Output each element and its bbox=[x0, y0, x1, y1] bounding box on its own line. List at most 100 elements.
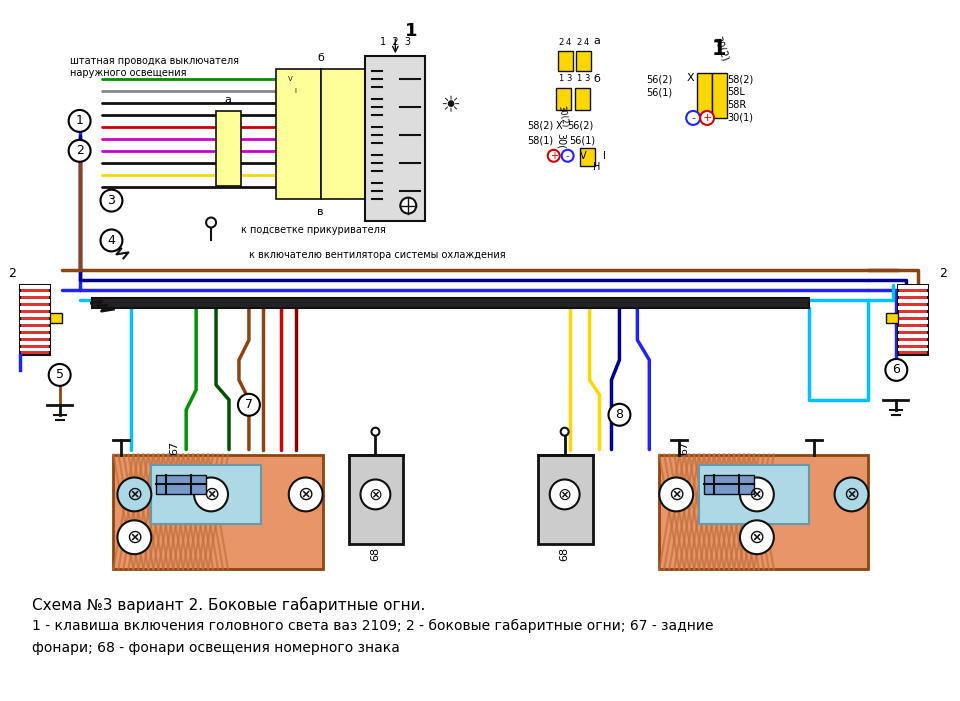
Text: 58(2): 58(2) bbox=[527, 121, 554, 131]
Text: X: X bbox=[686, 73, 694, 83]
Circle shape bbox=[206, 217, 216, 228]
Bar bbox=[699, 465, 808, 524]
Bar bbox=[899, 285, 928, 355]
Bar bbox=[276, 69, 321, 198]
Circle shape bbox=[561, 428, 568, 435]
Bar bbox=[20, 327, 50, 331]
Text: 3: 3 bbox=[566, 74, 571, 83]
Circle shape bbox=[740, 520, 774, 554]
Text: 58R: 58R bbox=[727, 100, 746, 110]
Circle shape bbox=[117, 520, 152, 554]
Text: 2: 2 bbox=[939, 267, 948, 280]
Bar bbox=[899, 285, 928, 289]
Text: ⊗: ⊗ bbox=[298, 485, 314, 504]
Text: 6: 6 bbox=[893, 363, 900, 376]
Circle shape bbox=[562, 150, 574, 162]
Bar bbox=[366, 56, 425, 221]
Bar bbox=[152, 465, 261, 524]
Bar bbox=[899, 299, 928, 303]
Bar bbox=[697, 73, 712, 118]
Bar bbox=[50, 313, 61, 323]
Bar bbox=[660, 454, 869, 569]
Circle shape bbox=[289, 477, 323, 511]
Text: -: - bbox=[565, 151, 569, 161]
Text: 4: 4 bbox=[566, 39, 571, 47]
Bar bbox=[899, 348, 928, 351]
Text: 1: 1 bbox=[711, 39, 727, 60]
Text: а: а bbox=[225, 95, 231, 105]
Text: штатная проводка выключателя
наружного освещения: штатная проводка выключателя наружного о… bbox=[70, 56, 239, 78]
Text: 2: 2 bbox=[576, 39, 581, 47]
Text: H: H bbox=[593, 162, 600, 172]
Circle shape bbox=[686, 111, 700, 125]
Text: 3: 3 bbox=[108, 194, 115, 207]
Circle shape bbox=[49, 364, 71, 386]
Text: 2: 2 bbox=[558, 39, 564, 47]
Text: ⊗: ⊗ bbox=[843, 485, 860, 504]
Text: б: б bbox=[317, 53, 324, 63]
Text: ⊗: ⊗ bbox=[126, 528, 143, 547]
Bar bbox=[113, 454, 323, 569]
Text: ⊗: ⊗ bbox=[203, 485, 219, 504]
Circle shape bbox=[740, 477, 774, 511]
Text: ⊗: ⊗ bbox=[126, 485, 143, 504]
Text: ⊗: ⊗ bbox=[369, 485, 382, 503]
Bar bbox=[899, 313, 928, 317]
Text: а: а bbox=[593, 36, 600, 46]
Text: 2: 2 bbox=[8, 267, 15, 280]
Circle shape bbox=[68, 139, 90, 162]
Text: 56(1): 56(1) bbox=[646, 87, 672, 97]
Text: 1: 1 bbox=[76, 114, 84, 128]
Text: 58(1): 58(1) bbox=[528, 136, 554, 146]
Text: 1: 1 bbox=[405, 22, 418, 40]
Circle shape bbox=[117, 477, 152, 511]
Bar bbox=[20, 320, 50, 324]
Bar bbox=[20, 285, 50, 355]
Circle shape bbox=[400, 198, 417, 214]
Text: ⊗: ⊗ bbox=[749, 485, 765, 504]
Text: 30(2): 30(2) bbox=[557, 104, 569, 128]
Text: 30(: 30( bbox=[556, 132, 565, 149]
Text: ☀: ☀ bbox=[440, 96, 460, 116]
Bar bbox=[20, 292, 50, 296]
Bar bbox=[576, 51, 590, 71]
Text: 58(2): 58(2) bbox=[727, 74, 754, 84]
Circle shape bbox=[238, 394, 260, 416]
Bar bbox=[156, 475, 206, 494]
Bar bbox=[20, 299, 50, 303]
Text: 56(1): 56(1) bbox=[569, 136, 596, 146]
Bar bbox=[899, 327, 928, 331]
Circle shape bbox=[194, 477, 228, 511]
Text: ⊗: ⊗ bbox=[558, 485, 571, 503]
Text: 1 - клавиша включения головного света ваз 2109; 2 - боковые габаритные огни; 67 : 1 - клавиша включения головного света ва… bbox=[32, 619, 713, 633]
Bar bbox=[20, 341, 50, 344]
Circle shape bbox=[660, 477, 693, 511]
Text: 1  2  3: 1 2 3 bbox=[380, 37, 411, 47]
Circle shape bbox=[372, 428, 379, 435]
Text: к включателю вентилятора системы охлаждения: к включателю вентилятора системы охлажде… bbox=[249, 250, 506, 260]
Text: 1: 1 bbox=[576, 74, 581, 83]
Circle shape bbox=[885, 359, 907, 381]
Circle shape bbox=[548, 150, 560, 162]
Text: +: + bbox=[550, 151, 558, 161]
Circle shape bbox=[360, 479, 391, 510]
Text: ⊗: ⊗ bbox=[749, 528, 765, 547]
Text: фонари; 68 - фонари освещения номерного знака: фонари; 68 - фонари освещения номерного … bbox=[32, 641, 399, 655]
Text: 4: 4 bbox=[584, 39, 589, 47]
Circle shape bbox=[68, 110, 90, 132]
Text: 4: 4 bbox=[108, 234, 115, 247]
Text: 2: 2 bbox=[76, 144, 84, 157]
Text: 3: 3 bbox=[584, 74, 589, 83]
Text: 67: 67 bbox=[679, 440, 689, 454]
Text: ⊗: ⊗ bbox=[668, 485, 684, 504]
Text: X: X bbox=[556, 121, 563, 131]
Text: к подсветке прикуривателя: к подсветке прикуривателя bbox=[241, 226, 386, 236]
Bar bbox=[899, 334, 928, 338]
Text: -: - bbox=[691, 113, 695, 123]
Bar bbox=[216, 111, 241, 186]
Bar bbox=[886, 313, 899, 323]
Bar bbox=[20, 306, 50, 310]
Circle shape bbox=[700, 111, 714, 125]
Text: 58L: 58L bbox=[727, 87, 745, 97]
Text: Схема №3 вариант 2. Боковые габаритные огни.: Схема №3 вариант 2. Боковые габаритные о… bbox=[32, 597, 425, 613]
